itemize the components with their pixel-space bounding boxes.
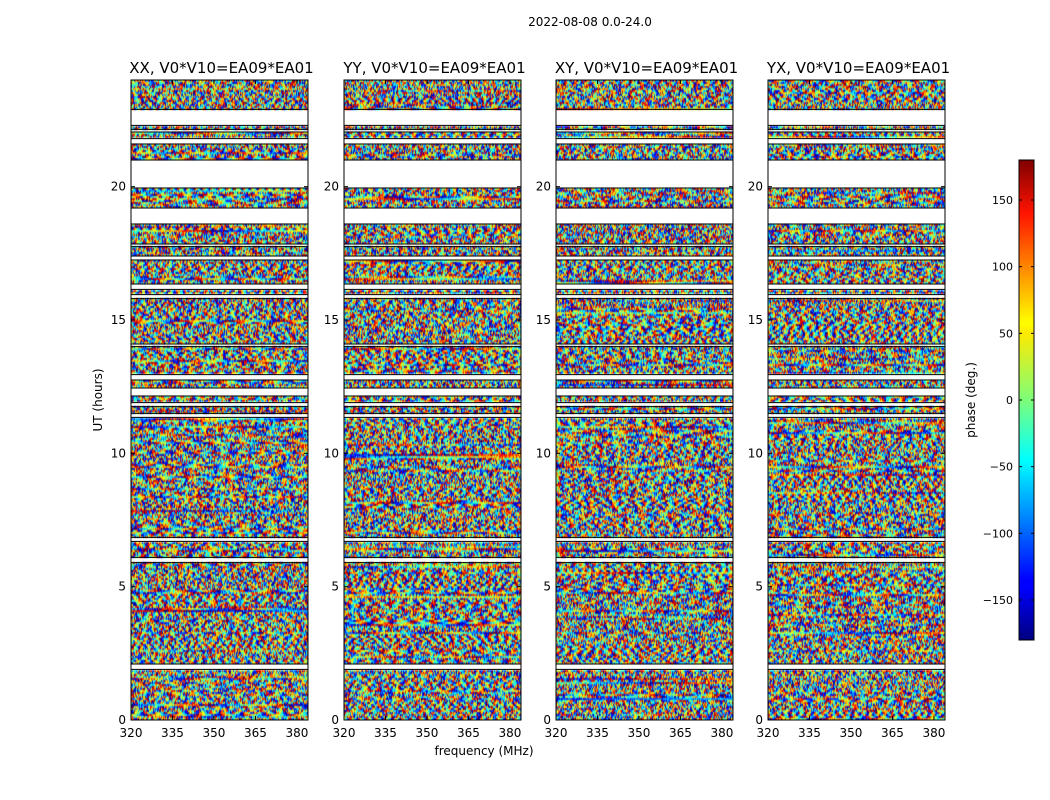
colorbar-label: phase (deg.) <box>964 362 978 438</box>
panel-yy: YY, V0*V10=EA09*EA01 320 335 350 365 380 0 5 10 1… <box>324 59 526 740</box>
panels: XX, V0*V10=EA09*EA01 320 335 350 365 380 0 5 10 1… <box>111 59 950 740</box>
colorbar-tick-label: −50 <box>990 461 1013 474</box>
x-tick-label: 335 <box>374 726 397 740</box>
colorbar: −150 −100 −50 0 50 100 150 phase (deg.) <box>964 159 1035 641</box>
colorbar-tick-label: −150 <box>983 594 1013 607</box>
phase-heatmap <box>556 80 733 720</box>
y-tick-label: 20 <box>111 180 126 194</box>
y-tick-label: 10 <box>536 446 551 460</box>
x-tick-label: 380 <box>710 726 733 740</box>
x-tick-label: 320 <box>333 726 356 740</box>
x-axis-label: frequency (MHz) <box>434 744 533 758</box>
y-tick-label: 20 <box>536 180 551 194</box>
x-tick-label: 380 <box>285 726 308 740</box>
y-tick-label: 0 <box>118 713 126 727</box>
x-tick-label: 365 <box>244 726 267 740</box>
x-tick-label: 335 <box>586 726 609 740</box>
panel-title: XX, V0*V10=EA09*EA01 <box>129 59 313 77</box>
y-tick-label: 5 <box>118 580 126 594</box>
colorbar-tick-label: 50 <box>999 327 1013 340</box>
panel-title: YY, V0*V10=EA09*EA01 <box>342 59 525 77</box>
x-tick-label: 320 <box>757 726 780 740</box>
phase-heatmap <box>768 80 945 720</box>
panel-yx: YX, V0*V10=EA09*EA01 320 335 350 365 380 0 5 10 1… <box>748 59 950 740</box>
x-tick-label: 365 <box>669 726 692 740</box>
x-tick-label: 320 <box>120 726 143 740</box>
panel-frame <box>130 79 309 721</box>
y-tick-label: 15 <box>324 313 339 327</box>
colorbar-tick-label: −100 <box>983 527 1013 540</box>
x-tick-label: 380 <box>922 726 945 740</box>
x-tick-label: 350 <box>203 726 226 740</box>
x-tick-label: 380 <box>498 726 521 740</box>
x-tick-label: 335 <box>798 726 821 740</box>
colorbar-tick-label: 150 <box>992 194 1013 207</box>
y-tick-label: 20 <box>748 180 763 194</box>
y-tick-label: 10 <box>111 446 126 460</box>
y-tick-label: 20 <box>324 180 339 194</box>
x-tick-label: 365 <box>457 726 480 740</box>
y-tick-label: 15 <box>536 313 551 327</box>
y-tick-label: 10 <box>748 446 763 460</box>
panel-frame <box>767 79 946 721</box>
y-tick-label: 5 <box>543 580 551 594</box>
x-tick-label: 350 <box>628 726 651 740</box>
panel-xx: XX, V0*V10=EA09*EA01 320 335 350 365 380 0 5 10 1… <box>111 59 314 740</box>
colorbar-ticks: −150 −100 −50 0 50 100 150 <box>983 194 1034 607</box>
y-tick-label: 0 <box>755 713 763 727</box>
x-tick-label: 335 <box>161 726 184 740</box>
y-tick-label: 10 <box>324 446 339 460</box>
y-tick-label: 0 <box>331 713 339 727</box>
x-tick-label: 320 <box>545 726 568 740</box>
panel-frame <box>343 79 522 721</box>
panel-title: YX, V0*V10=EA09*EA01 <box>766 59 950 77</box>
colorbar-tick-label: 100 <box>992 261 1013 274</box>
phase-heatmap <box>131 80 308 720</box>
x-tick-label: 350 <box>416 726 439 740</box>
colorbar-tick-label: 0 <box>1006 394 1013 407</box>
y-tick-label: 15 <box>748 313 763 327</box>
x-tick-label: 350 <box>840 726 863 740</box>
y-tick-label: 0 <box>543 713 551 727</box>
panel-frame <box>555 79 734 721</box>
panel-xy: XY, V0*V10=EA09*EA01 320 335 350 365 380 0 5 10 1… <box>536 59 738 740</box>
y-tick-label: 15 <box>111 313 126 327</box>
x-tick-label: 365 <box>881 726 904 740</box>
y-axis-label: UT (hours) <box>91 368 105 431</box>
y-tick-label: 5 <box>331 580 339 594</box>
phase-heatmap <box>344 80 521 720</box>
figure-title: 2022-08-08 0.0-24.0 <box>528 15 652 29</box>
panel-title: XY, V0*V10=EA09*EA01 <box>555 59 738 77</box>
y-tick-label: 5 <box>755 580 763 594</box>
